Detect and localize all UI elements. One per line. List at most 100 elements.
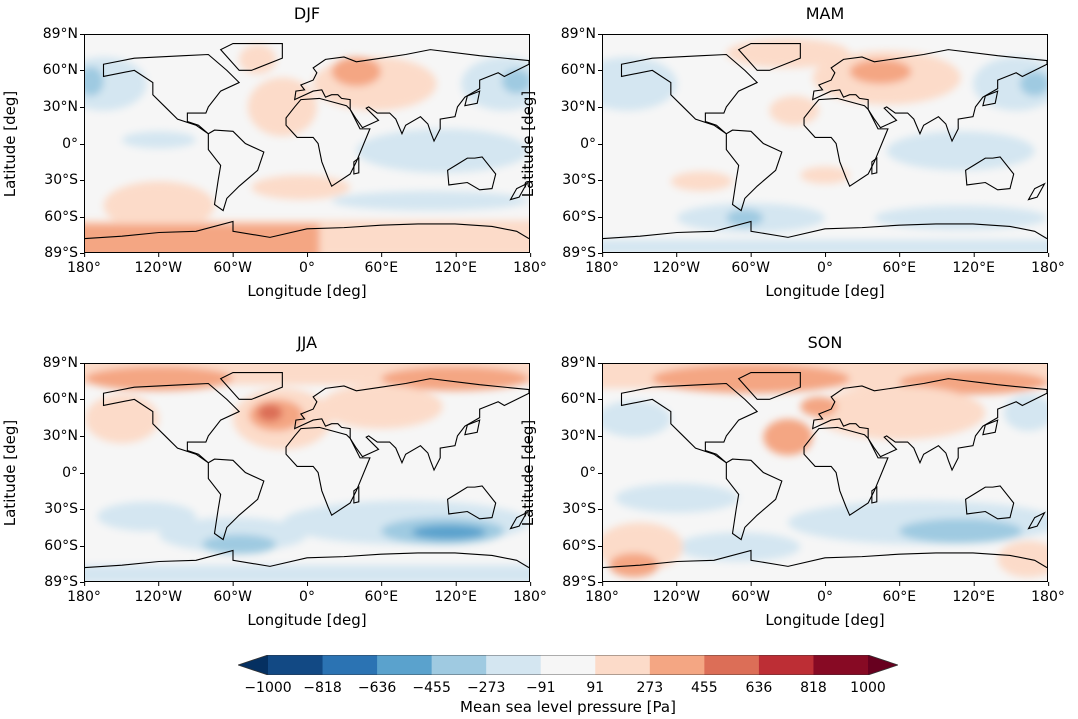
y-axis-label: Latitude [deg] [1,419,19,527]
panel-title: JJA [296,333,318,352]
y-tick-label: 60°N [560,61,603,78]
y-tick-label: 0° [62,135,84,152]
colorbar-tick-label: −273 [466,680,506,696]
y-tick-label: 30°N [560,427,603,444]
y-tick-label: 89°S [562,574,602,590]
x-tick-label: 120°W [652,253,701,276]
y-tick-label: 60°S [44,538,84,555]
x-tick-label: 180° [585,253,619,276]
x-tick-label: 0° [817,582,833,605]
anomaly-field [603,364,1047,578]
y-tick-label: 30°N [42,98,85,115]
anomaly-field [85,44,529,252]
panel-son: SON 180° 120°W 60°W 0° 60°E 12 [519,333,1065,629]
x-tick-label: 120°E [952,253,995,276]
map-son [602,363,1048,582]
x-tick-label: 180° [67,582,101,605]
y-tick-label: 0° [62,464,84,481]
x-tick-label: 120°E [434,253,477,276]
x-tick-label: 180° [513,253,547,276]
y-tick-label: 30°N [42,427,85,444]
colorbar-segment [486,655,542,675]
x-tick-label: 60°W [213,253,252,276]
colorbar-segment [758,655,814,675]
y-axis-label: Latitude [deg] [1,90,19,198]
y-tick-label: 89°S [44,574,84,590]
colorbar-extend-min [238,655,268,675]
x-tick-label: 180° [1031,253,1065,276]
colorbar-extend-max [868,655,898,675]
colorbar-segment [268,655,324,675]
anomaly-field [85,364,529,581]
colorbar-segment [377,655,433,675]
x-axis-label: Longitude [deg] [247,282,367,300]
y-tick-label: 30°S [44,501,84,518]
x-tick-label: 60°W [731,582,770,605]
y-tick-label: 89°S [44,245,84,261]
x-tick-label: 0° [299,582,315,605]
x-tick-label: 180° [1031,582,1065,605]
y-tick-label: 60°S [44,209,84,226]
y-tick-label: 60°N [560,390,603,407]
colorbar-segment [649,655,705,675]
panel-djf: DJF 180° 120°W 60°W 0° 60°E 12 [1,4,547,300]
y-tick-label: 30°N [560,98,603,115]
map-djf [84,34,530,253]
y-axis-label: Latitude [deg] [519,90,537,198]
x-axis-label: Longitude [deg] [247,611,367,629]
colorbar-tick-label: −91 [525,680,556,696]
panel-jja: JJA 180° 120°W 60°W 0° 60°E 12 [1,333,547,629]
x-tick-label: 120°W [134,582,183,605]
y-tick-label: 89°N [560,26,603,42]
colorbar-segment [595,655,651,675]
x-tick-label: 180° [585,582,619,605]
x-tick-label: 60°E [882,253,917,276]
map-jja [84,363,530,582]
y-tick-label: 89°N [42,355,85,371]
colorbar-tick-label: −818 [303,680,342,696]
y-tick-label: 30°S [562,501,602,518]
x-tick-label: 120°E [952,582,995,605]
colorbar-tick-label: −1000 [244,680,292,696]
anomaly-field [603,38,1047,252]
colorbar-tick-label: −455 [412,680,451,696]
panel-mam: MAM 180° 120°W 60°W 0° 60°E 120°E 180° 89 [519,4,1065,300]
colorbar-tick-label: −636 [357,680,397,696]
colorbar-tick-label: 91 [586,680,605,696]
colorbar-tick-label: 455 [690,680,718,696]
colorbar-segment [813,655,869,675]
x-tick-label: 120°W [134,253,183,276]
x-tick-label: 120°E [434,582,477,605]
x-tick-label: 60°E [882,582,917,605]
x-tick-label: 60°E [364,253,399,276]
x-tick-label: 60°E [364,582,399,605]
y-tick-label: 30°S [562,172,602,189]
y-tick-label: 0° [580,135,602,152]
y-axis-label: Latitude [deg] [519,419,537,527]
y-tick-label: 0° [580,464,602,481]
x-tick-label: 0° [299,253,315,276]
x-tick-label: 180° [67,253,101,276]
x-axis-label: Longitude [deg] [765,282,885,300]
x-tick-label: 60°W [731,253,770,276]
y-tick-label: 60°N [42,390,85,407]
y-tick-label: 60°N [42,61,85,78]
y-tick-label: 89°S [562,245,602,261]
colorbar-tick-label: 818 [800,680,827,696]
y-tick-label: 89°N [560,355,603,371]
colorbar-tick-label: 1000 [850,680,886,696]
panel-title: DJF [293,4,321,23]
x-tick-label: 180° [513,582,547,605]
colorbar [238,655,898,675]
panel-title: MAM [805,4,845,23]
map-mam [602,34,1048,253]
y-tick-label: 89°N [42,26,85,42]
colorbar-segment [431,655,487,675]
y-tick-label: 60°S [562,209,602,226]
x-tick-label: 0° [817,253,833,276]
colorbar-tick-label: 636 [745,680,773,696]
x-tick-label: 60°W [213,582,252,605]
colorbar-segment [322,655,378,675]
x-tick-label: 120°W [652,582,701,605]
